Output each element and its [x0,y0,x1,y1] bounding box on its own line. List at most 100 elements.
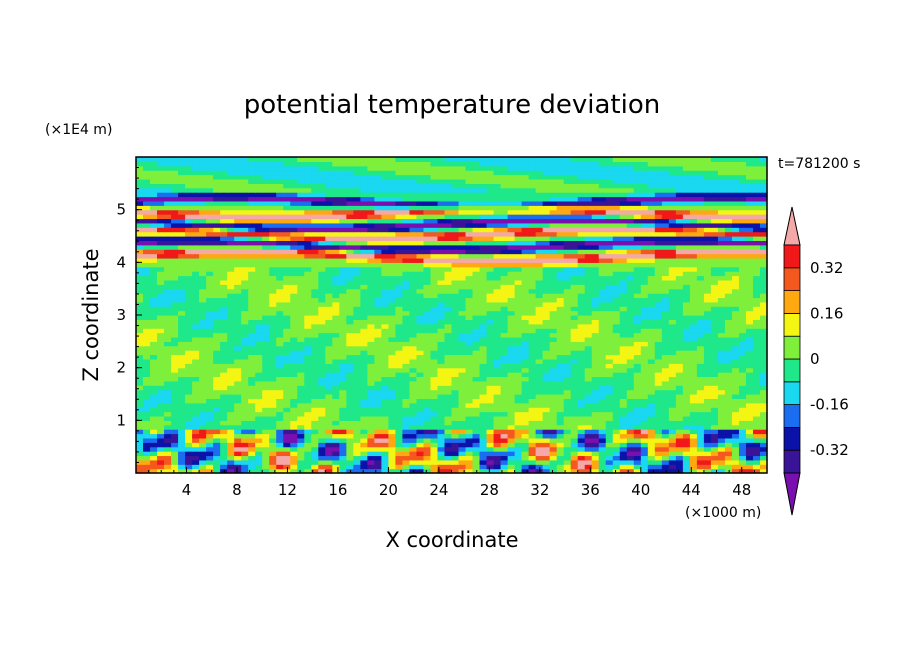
heatmap-cell [528,345,537,351]
heatmap-cell [304,315,312,320]
heatmap-cell [430,367,439,373]
heatmap-cell [521,231,530,237]
heatmap-cell [213,429,221,435]
heatmap-cell [409,306,418,312]
heatmap-cell [339,301,347,307]
heatmap-cell [752,433,761,439]
heatmap-cell [430,424,439,430]
heatmap-cell [423,341,432,347]
heatmap-cell [157,253,165,259]
heatmap-cell [668,380,677,386]
heatmap-cell [577,442,586,448]
heatmap-cell [311,297,319,303]
heatmap-cell [696,262,705,268]
heatmap-cell [157,328,165,334]
heatmap-cell [290,420,298,426]
heatmap-cell [633,249,642,255]
heatmap-cell [395,328,404,334]
heatmap-cell [213,271,221,277]
heatmap-cell [507,257,516,263]
heatmap-cell [591,385,600,391]
heatmap-cell [458,284,467,290]
heatmap-cell [395,236,404,241]
heatmap-cell [591,244,600,250]
heatmap-cell [416,297,425,303]
heatmap-cell [661,275,670,281]
heatmap-cell [150,398,158,404]
heatmap-cell [262,266,270,272]
heatmap-cell [619,459,628,465]
heatmap-cell [346,231,354,237]
heatmap-cell [591,429,600,435]
heatmap-cell [745,288,754,294]
heatmap-cell [325,328,333,334]
heatmap-cell [465,341,474,347]
heatmap-cell [353,262,361,268]
heatmap-cell [535,380,544,386]
heatmap-cell [542,372,551,378]
heatmap-cell [227,468,235,474]
heatmap-cell [493,420,502,426]
heatmap-cell [360,257,368,263]
heatmap-cell [164,433,172,439]
heatmap-cell [395,402,404,408]
heatmap-cell [703,297,712,303]
heatmap-cell [731,437,740,443]
heatmap-cell [458,385,467,391]
heatmap-cell [206,288,214,294]
heatmap-cell [206,424,214,430]
heatmap-cell [164,411,172,417]
heatmap-cell [206,297,214,303]
heatmap-cell [514,275,523,281]
heatmap-cell [465,398,474,404]
heatmap-cell [549,253,558,259]
heatmap-cell [269,257,277,263]
heatmap-cell [206,464,214,470]
heatmap-cell [178,297,186,303]
heatmap-cell [332,380,340,386]
heatmap-cell [136,442,144,448]
heatmap-cell [325,464,333,470]
heatmap-cell [269,341,277,347]
heatmap-cell [528,468,537,474]
heatmap-cell [402,363,411,369]
heatmap-cell [388,385,397,391]
heatmap-cell [605,437,614,443]
heatmap-cell [668,446,677,452]
heatmap-cell [206,350,214,356]
heatmap-cell [682,284,691,290]
heatmap-cell [430,455,439,461]
heatmap-cell [423,459,432,465]
heatmap-cell [213,402,221,408]
heatmap-cell [150,451,158,457]
heatmap-cell [710,279,719,285]
heatmap-cell [486,442,495,448]
heatmap-cell [654,336,663,342]
heatmap-cell [290,288,298,294]
heatmap-cell [661,380,670,386]
heatmap-cell [178,253,186,259]
heatmap-cell [486,301,495,307]
heatmap-cell [150,279,158,285]
heatmap-cell [514,231,523,237]
heatmap-cell [605,468,614,474]
heatmap-cell [241,429,249,435]
heatmap-cell [276,323,284,329]
heatmap-cell [612,354,621,360]
heatmap-cell [570,402,579,408]
heatmap-cell [199,284,207,290]
heatmap-cell [584,345,593,351]
heatmap-cell [255,279,263,285]
heatmap-cell [381,306,389,312]
heatmap-cell [507,429,516,435]
heatmap-cell [556,358,565,364]
heatmap-cell [647,372,656,378]
heatmap-cell [479,315,488,320]
heatmap-cell [157,257,165,263]
heatmap-cell [486,380,495,386]
heatmap-cell [143,451,151,457]
heatmap-cell [395,411,404,417]
heatmap-cell [171,341,179,347]
heatmap-cell [577,363,586,369]
heatmap-cell [171,275,179,281]
